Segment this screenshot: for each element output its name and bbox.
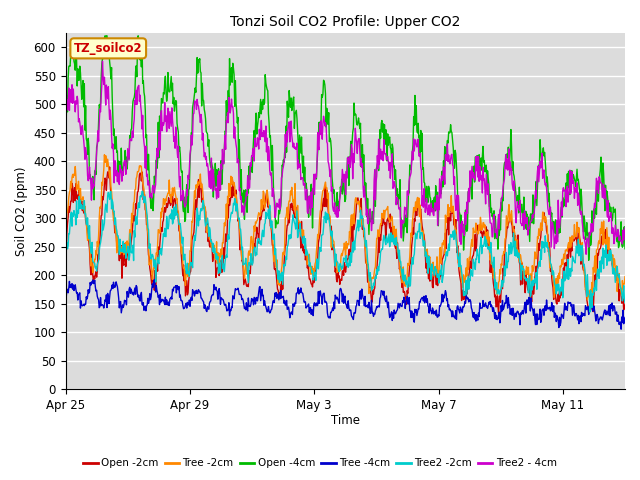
Tree -2cm — [296, 226, 303, 232]
Open -4cm — [514, 192, 522, 198]
Tree2 - 4cm — [380, 158, 387, 164]
Tree2 - 4cm — [296, 164, 303, 170]
Tree2 -2cm — [586, 309, 594, 315]
Open -4cm — [266, 134, 273, 140]
Tree2 -2cm — [61, 255, 69, 261]
Tree -4cm — [617, 326, 625, 332]
X-axis label: Time: Time — [331, 414, 360, 427]
Open -2cm — [296, 226, 303, 232]
Tree2 - 4cm — [194, 102, 202, 108]
Open -2cm — [515, 247, 522, 252]
Title: Tonzi Soil CO2 Profile: Upper CO2: Tonzi Soil CO2 Profile: Upper CO2 — [230, 15, 460, 29]
Tree2 - 4cm — [61, 129, 69, 134]
Open -4cm — [296, 132, 303, 138]
Open -2cm — [106, 164, 113, 170]
Tree2 -2cm — [194, 210, 202, 216]
Line: Open -4cm: Open -4cm — [65, 36, 625, 260]
Tree -2cm — [61, 230, 69, 236]
Line: Tree2 -2cm: Tree2 -2cm — [65, 191, 625, 312]
Open -4cm — [194, 70, 202, 76]
Tree2 - 4cm — [621, 225, 629, 230]
Tree -4cm — [514, 309, 522, 314]
Tree -4cm — [380, 292, 387, 298]
Tree -4cm — [61, 296, 69, 301]
Tree2 - 4cm — [266, 167, 273, 173]
Tree2 - 4cm — [82, 144, 90, 150]
Line: Open -2cm: Open -2cm — [65, 167, 625, 313]
Tree2 -2cm — [380, 238, 387, 244]
Tree -2cm — [380, 215, 387, 221]
Tree -2cm — [100, 152, 108, 157]
Line: Tree -4cm: Tree -4cm — [65, 280, 625, 329]
Open -2cm — [266, 213, 273, 219]
Text: TZ_soilco2: TZ_soilco2 — [74, 42, 143, 55]
Open -4cm — [82, 103, 90, 108]
Tree -2cm — [514, 249, 522, 254]
Open -4cm — [101, 33, 109, 39]
Tree -2cm — [82, 214, 90, 220]
Open -2cm — [380, 214, 387, 220]
Open -4cm — [585, 257, 593, 263]
Tree2 - 4cm — [582, 252, 590, 257]
Tree -2cm — [194, 179, 202, 184]
Tree2 - 4cm — [514, 204, 522, 210]
Tree -4cm — [266, 310, 273, 316]
Open -2cm — [61, 247, 69, 253]
Tree2 - 4cm — [99, 59, 106, 64]
Tree2 -2cm — [138, 188, 146, 194]
Line: Tree2 - 4cm: Tree2 - 4cm — [65, 61, 625, 254]
Tree -4cm — [82, 301, 90, 307]
Open -4cm — [61, 131, 69, 136]
Tree2 -2cm — [514, 255, 522, 261]
Open -2cm — [495, 310, 502, 316]
Tree2 -2cm — [266, 203, 273, 208]
Tree -2cm — [621, 274, 629, 279]
Legend: Open -2cm, Tree -2cm, Open -4cm, Tree -4cm, Tree2 -2cm, Tree2 - 4cm: Open -2cm, Tree -2cm, Open -4cm, Tree -4… — [79, 454, 561, 472]
Open -2cm — [194, 186, 202, 192]
Tree -4cm — [296, 287, 303, 293]
Tree2 -2cm — [82, 211, 90, 216]
Tree2 -2cm — [296, 228, 303, 234]
Open -4cm — [621, 246, 629, 252]
Open -2cm — [82, 217, 90, 223]
Tree2 -2cm — [621, 300, 629, 305]
Open -2cm — [621, 301, 629, 307]
Tree -2cm — [266, 208, 273, 214]
Open -4cm — [380, 121, 387, 127]
Tree -4cm — [194, 291, 202, 297]
Tree -4cm — [150, 277, 158, 283]
Y-axis label: Soil CO2 (ppm): Soil CO2 (ppm) — [15, 167, 28, 256]
Tree -4cm — [621, 314, 629, 320]
Tree -2cm — [584, 297, 591, 303]
Line: Tree -2cm: Tree -2cm — [65, 155, 625, 300]
